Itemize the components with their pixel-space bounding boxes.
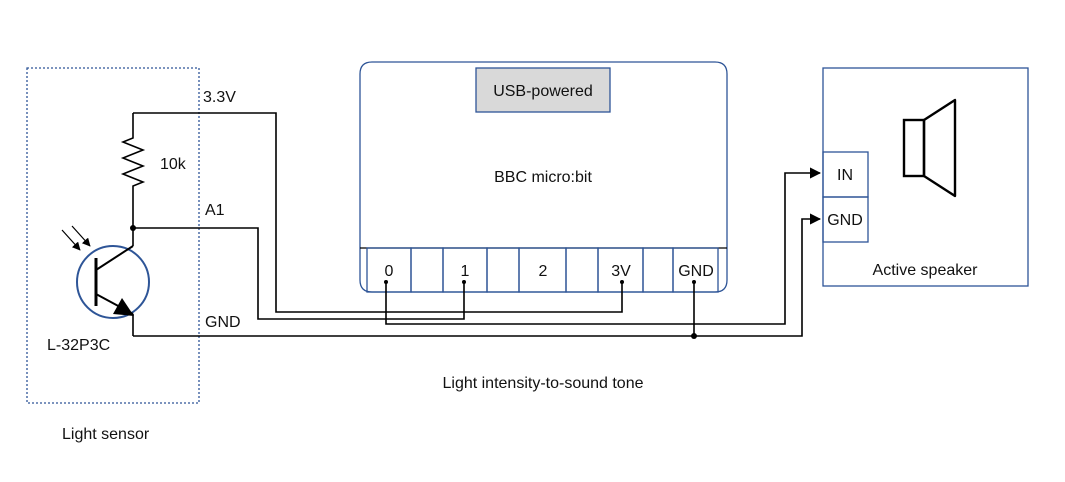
light-sensor-label: Light sensor: [62, 426, 150, 443]
speaker-in-label: IN: [837, 167, 853, 184]
pin-1-label: 1: [461, 263, 470, 280]
net-label-a1: A1: [205, 202, 225, 219]
resistor-10k: [120, 113, 146, 228]
terminal-pin0: [384, 280, 388, 284]
wire-gnd: [133, 213, 822, 337]
pin-spacer: [642, 247, 674, 293]
pin-gnd-label: GND: [678, 263, 714, 280]
usb-powered-box: [475, 67, 611, 113]
wire-pin0-speaker-in: [385, 167, 822, 325]
terminal-pingnd: [692, 280, 696, 284]
microbit-name: BBC micro:bit: [494, 169, 592, 186]
wire-3v3: [133, 112, 623, 313]
phototransistor: [61, 225, 150, 336]
phototransistor-label: L-32P3C: [47, 337, 110, 354]
diagram-caption: Light intensity-to-sound tone: [442, 375, 643, 392]
pin-2-label: 2: [539, 263, 548, 280]
speaker-label: Active speaker: [873, 262, 979, 279]
pin-gnd-box: [672, 247, 719, 293]
pin-spacer: [486, 247, 520, 293]
usb-powered-label: USB-powered: [493, 83, 593, 100]
speaker-gnd-box: [822, 196, 869, 243]
speaker-icon: [902, 98, 957, 198]
net-label-gnd: GND: [205, 314, 241, 331]
light-sensor-box: [26, 67, 200, 404]
resistor-value-label: 10k: [160, 156, 187, 173]
terminal-pin3v: [620, 280, 624, 284]
speaker-gnd-label: GND: [827, 212, 863, 229]
pin-0-label: 0: [385, 263, 394, 280]
junction-gnd: [691, 333, 697, 339]
wire-a1-pin1: [133, 227, 465, 320]
pin-spacer: [565, 247, 599, 293]
pin-3v-label: 3V: [611, 263, 631, 280]
net-label-3v3: 3.3V: [203, 89, 236, 106]
terminal-pin1: [462, 280, 466, 284]
junction-a1: [130, 225, 136, 231]
pin-spacer: [410, 247, 444, 293]
